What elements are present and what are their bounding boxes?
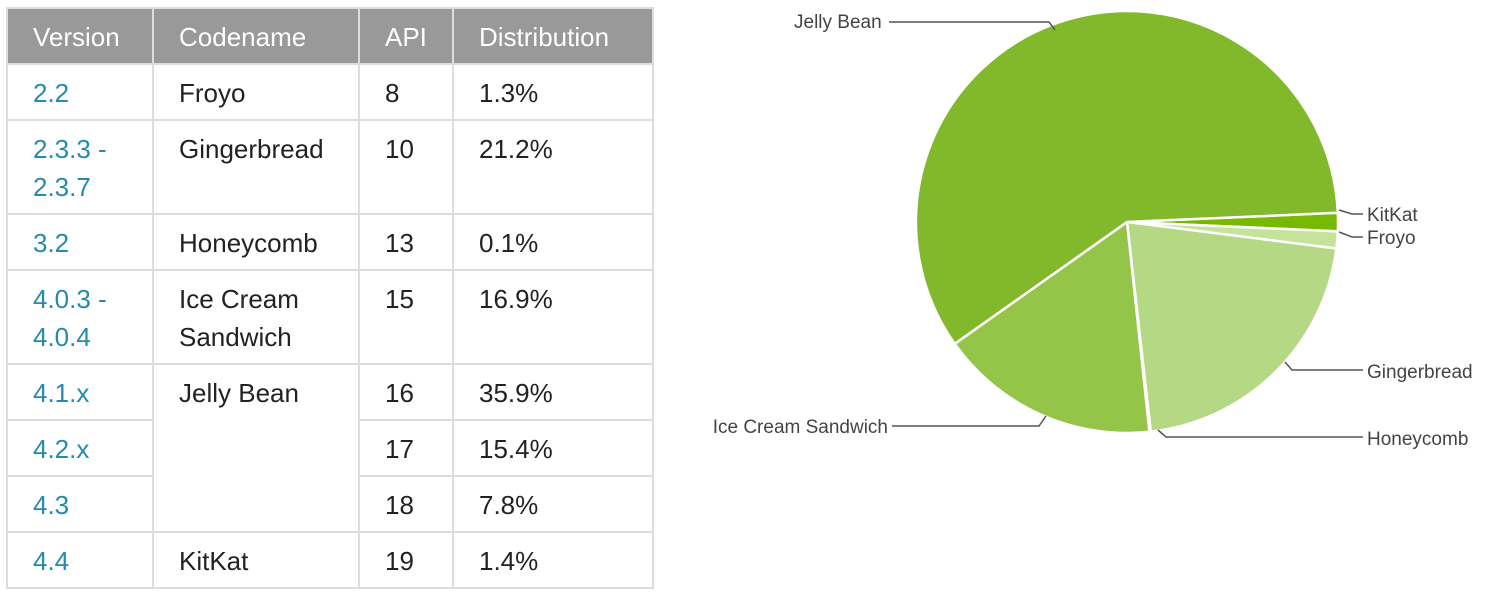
distribution-cell: 1.3% bbox=[452, 63, 654, 121]
header-distribution: Distribution bbox=[452, 7, 654, 65]
table-row: 2.3.3 - 2.3.7 Gingerbread 10 21.2% bbox=[6, 119, 654, 215]
leader-line-honeycomb bbox=[1157, 429, 1363, 438]
distribution-cell: 1.4% bbox=[452, 531, 654, 589]
api-cell: 15 bbox=[358, 269, 454, 365]
distribution-cell: 15.4% bbox=[452, 419, 654, 477]
codename-cell: Ice Cream Sandwich bbox=[152, 269, 360, 365]
pie-leader-lines bbox=[889, 21, 1363, 438]
api-cell: 10 bbox=[358, 119, 454, 215]
table-row: 4.1.x Jelly Bean 16 35.9% bbox=[6, 363, 654, 533]
header-api: API bbox=[358, 7, 454, 65]
leader-line-gingerbread bbox=[1284, 361, 1363, 371]
version-link[interactable]: 3.2 bbox=[6, 213, 154, 271]
distribution-cell: 0.1% bbox=[452, 213, 654, 271]
codename-cell: Honeycomb bbox=[152, 213, 360, 271]
table-row: 4.2.x 17 15.4% bbox=[6, 419, 654, 477]
api-cell: 8 bbox=[358, 63, 454, 121]
distribution-cell: 7.8% bbox=[452, 475, 654, 533]
leader-line-kitkat bbox=[1338, 209, 1363, 215]
api-cell: 17 bbox=[358, 419, 454, 477]
table-row: 2.2 Froyo 8 1.3% bbox=[6, 63, 654, 121]
table-header-row: Version Codename API Distribution bbox=[6, 7, 654, 65]
version-link[interactable]: 2.3.3 - 2.3.7 bbox=[6, 119, 154, 215]
version-link[interactable]: 2.2 bbox=[6, 63, 154, 121]
pie-slices bbox=[914, 9, 1340, 435]
api-cell: 16 bbox=[358, 363, 454, 421]
version-link[interactable]: 4.0.3 - 4.0.4 bbox=[6, 269, 154, 365]
table-row: 4.4 KitKat 19 1.4% bbox=[6, 531, 654, 589]
distribution-cell: 21.2% bbox=[452, 119, 654, 215]
api-cell: 19 bbox=[358, 531, 454, 589]
version-link[interactable]: 4.4 bbox=[6, 531, 154, 589]
slice-label-froyo: Froyo bbox=[1367, 228, 1416, 249]
version-link[interactable]: 4.1.x bbox=[6, 363, 154, 421]
slice-label-ice-cream-sandwich: Ice Cream Sandwich bbox=[713, 417, 888, 438]
api-cell: 13 bbox=[358, 213, 454, 271]
table-row: 3.2 Honeycomb 13 0.1% bbox=[6, 213, 654, 271]
pie-slice-gingerbread bbox=[1125, 220, 1338, 433]
pie-slice-ice-cream-sandwich bbox=[953, 220, 1151, 435]
pie-slice-jelly-bean bbox=[914, 9, 1340, 346]
slice-label-jelly-bean: Jelly Bean bbox=[794, 12, 882, 33]
codename-cell: Gingerbread bbox=[152, 119, 360, 215]
slice-label-honeycomb: Honeycomb bbox=[1367, 429, 1468, 450]
table-row: 4.3 18 7.8% bbox=[6, 475, 654, 533]
distribution-cell: 16.9% bbox=[452, 269, 654, 365]
slice-label-kitkat: KitKat bbox=[1367, 205, 1418, 226]
version-link[interactable]: 4.2.x bbox=[6, 419, 154, 477]
codename-cell: Jelly Bean bbox=[152, 363, 360, 533]
api-cell: 18 bbox=[358, 475, 454, 533]
slice-label-gingerbread: Gingerbread bbox=[1367, 362, 1473, 383]
version-link[interactable]: 4.3 bbox=[6, 475, 154, 533]
distribution-cell: 35.9% bbox=[452, 363, 654, 421]
pie-chart: Jelly Bean KitKat Froyo Gingerbread Hone… bbox=[713, 9, 1473, 450]
leader-line-jelly-bean bbox=[889, 21, 1056, 31]
header-codename: Codename bbox=[152, 7, 360, 65]
leader-line-ice-cream-sandwich bbox=[892, 415, 1047, 427]
leader-line-froyo bbox=[1338, 231, 1363, 238]
distribution-table: Version Codename API Distribution 2.2 Fr… bbox=[6, 7, 654, 589]
header-version: Version bbox=[6, 7, 154, 65]
table-row: 4.0.3 - 4.0.4 Ice Cream Sandwich 15 16.9… bbox=[6, 269, 654, 365]
codename-cell: Froyo bbox=[152, 63, 360, 121]
codename-cell: KitKat bbox=[152, 531, 360, 589]
